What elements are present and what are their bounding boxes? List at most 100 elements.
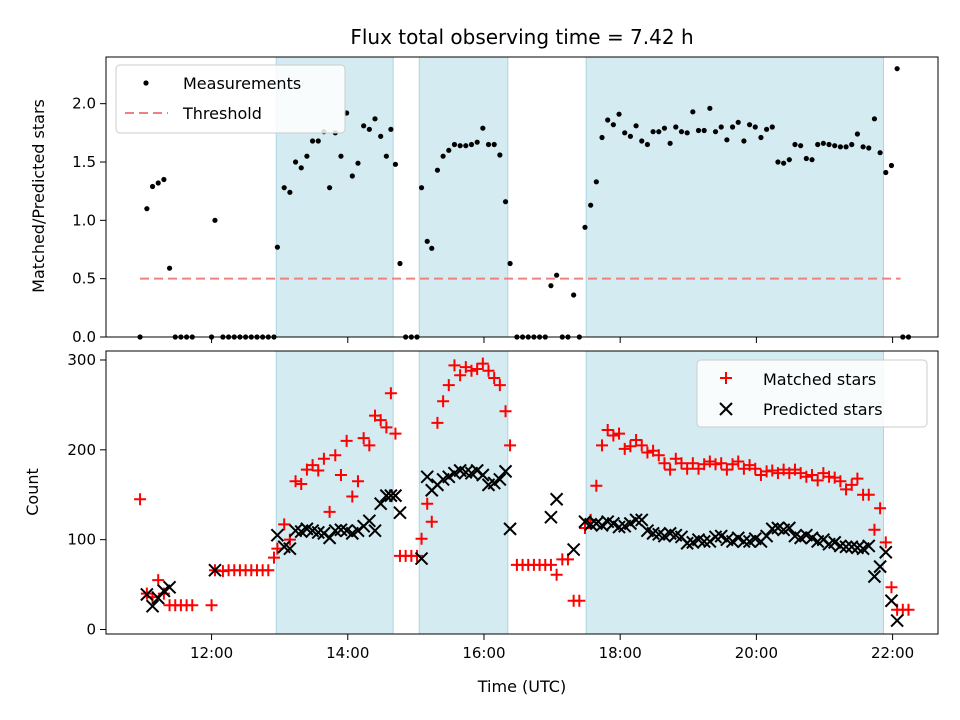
measurement-point-112 — [781, 160, 787, 166]
matched-star-point-125 — [851, 472, 864, 485]
matched-star-point-134 — [902, 603, 915, 616]
predicted-star-point-72 — [708, 530, 723, 544]
bottom-y-axis-label: Count — [23, 468, 42, 516]
matched-star-point-117 — [806, 468, 819, 481]
predicted-star-point-15 — [322, 531, 337, 545]
matched-star-point-26 — [295, 477, 308, 490]
matched-star-point-107 — [749, 462, 762, 475]
predicted-star-point-70 — [697, 534, 711, 549]
predicted-star-point-47 — [549, 492, 564, 506]
predicted-star-point-97 — [850, 541, 865, 555]
measurement-point-63 — [502, 199, 509, 205]
predicted-star-point-103 — [884, 594, 899, 608]
measurement-point-23 — [281, 185, 287, 191]
measurement-point-111 — [775, 159, 781, 165]
measurement-point-87 — [639, 138, 645, 144]
legend-matched-marker — [720, 372, 732, 384]
matched-star-point-28 — [306, 459, 319, 472]
matched-star-point-30 — [317, 452, 330, 465]
predicted-star-point-46 — [544, 510, 558, 524]
predicted-star-point-27 — [388, 488, 403, 503]
matched-star-point-81 — [601, 424, 614, 437]
bottom-x-tick-label-4: 20:00 — [735, 644, 778, 662]
measurement-point-100 — [712, 129, 719, 135]
top-panel: 0.00.51.01.52.0 Matched/Predicted stars … — [29, 56, 939, 346]
measurement-point-126 — [860, 144, 866, 150]
predicted-star-point-1 — [145, 599, 160, 613]
predicted-star-point-9 — [288, 523, 303, 538]
bottom-axes: 0 100 200 300 12:00 14:00 16:00 18:00 20:00 22:00 — [67, 351, 914, 662]
predicted-star-point-104 — [890, 613, 904, 628]
bottom-observing-period-1 — [418, 350, 509, 635]
bottom-x-tick-label-3: 18:00 — [599, 644, 642, 662]
matched-star-point-51 — [431, 416, 444, 429]
measurement-point-127 — [866, 145, 872, 151]
predicted-stars-points — [140, 463, 904, 628]
measurement-point-11 — [212, 217, 218, 223]
measurement-point-120 — [826, 141, 832, 148]
predicted-star-point-4 — [162, 580, 177, 594]
measurement-point-55 — [457, 143, 463, 149]
legend-predicted-label: Predicted stars — [763, 400, 883, 419]
measurement-points — [137, 66, 912, 340]
predicted-star-point-99 — [862, 539, 876, 553]
predicted-star-point-22 — [362, 514, 377, 528]
matched-star-point-37 — [357, 432, 370, 445]
legend-measurements-marker — [143, 80, 149, 86]
matched-star-point-20 — [262, 564, 275, 577]
measurement-point-26 — [298, 165, 304, 171]
measurement-point-42 — [388, 126, 394, 132]
matched-star-point-31 — [323, 505, 336, 518]
predicted-star-point-24 — [373, 497, 388, 511]
measurement-point-122 — [837, 144, 843, 150]
predicted-star-point-102 — [879, 545, 893, 559]
matched-star-point-85 — [624, 440, 637, 453]
predicted-star-point-85 — [782, 521, 797, 535]
matched-star-point-86 — [630, 433, 643, 446]
predicted-star-point-81 — [759, 529, 774, 543]
measurement-point-109 — [764, 126, 770, 132]
measurement-point-116 — [803, 155, 809, 162]
matched-star-point-71 — [544, 558, 557, 571]
matched-star-point-64 — [504, 439, 517, 452]
bottom-plot-frame — [105, 350, 939, 635]
matched-star-point-55 — [454, 369, 467, 382]
predicted-star-point-45 — [503, 522, 517, 536]
predicted-star-point-94 — [833, 539, 848, 553]
measurement-point-4 — [161, 176, 167, 183]
bottom-y-tick-label-2: 200 — [67, 441, 96, 459]
bottom-panel: 0 100 200 300 12:00 14:00 16:00 18:00 20:00 22:00… — [23, 350, 939, 696]
measurement-point-31 — [327, 185, 333, 191]
matched-star-point-102 — [720, 463, 733, 476]
measurement-point-118 — [815, 141, 821, 148]
measurement-point-56 — [463, 143, 469, 149]
predicted-star-point-58 — [629, 513, 643, 527]
measurement-point-37 — [361, 123, 367, 129]
matched-star-point-110 — [766, 464, 779, 477]
measurement-point-117 — [809, 157, 815, 163]
measurement-point-29 — [315, 138, 321, 144]
measurement-point-103 — [729, 124, 736, 130]
predicted-star-point-59 — [635, 513, 649, 527]
top-observing-periods — [275, 56, 885, 338]
matched-star-point-48 — [415, 532, 428, 545]
top-y-tick-label-2: 1.0 — [72, 211, 96, 229]
measurement-point-72 — [554, 272, 560, 278]
legend-measurements-label: Measurements — [183, 74, 301, 93]
measurement-point-62 — [497, 152, 503, 158]
top-y-tick-label-3: 1.5 — [72, 153, 96, 171]
measurement-point-92 — [667, 140, 673, 146]
matched-star-point-98 — [698, 458, 711, 471]
predicted-star-point-40 — [476, 468, 490, 482]
predicted-star-point-55 — [612, 520, 626, 534]
measurement-point-60 — [485, 141, 492, 148]
top-legend-box — [115, 64, 346, 134]
measurement-point-99 — [707, 105, 713, 111]
predicted-star-point-13 — [311, 525, 325, 540]
measurement-point-125 — [854, 131, 861, 137]
predicted-star-point-5 — [208, 563, 222, 577]
measurement-point-81 — [605, 117, 611, 123]
measurement-point-119 — [820, 140, 826, 146]
measurement-point-64 — [507, 260, 513, 267]
